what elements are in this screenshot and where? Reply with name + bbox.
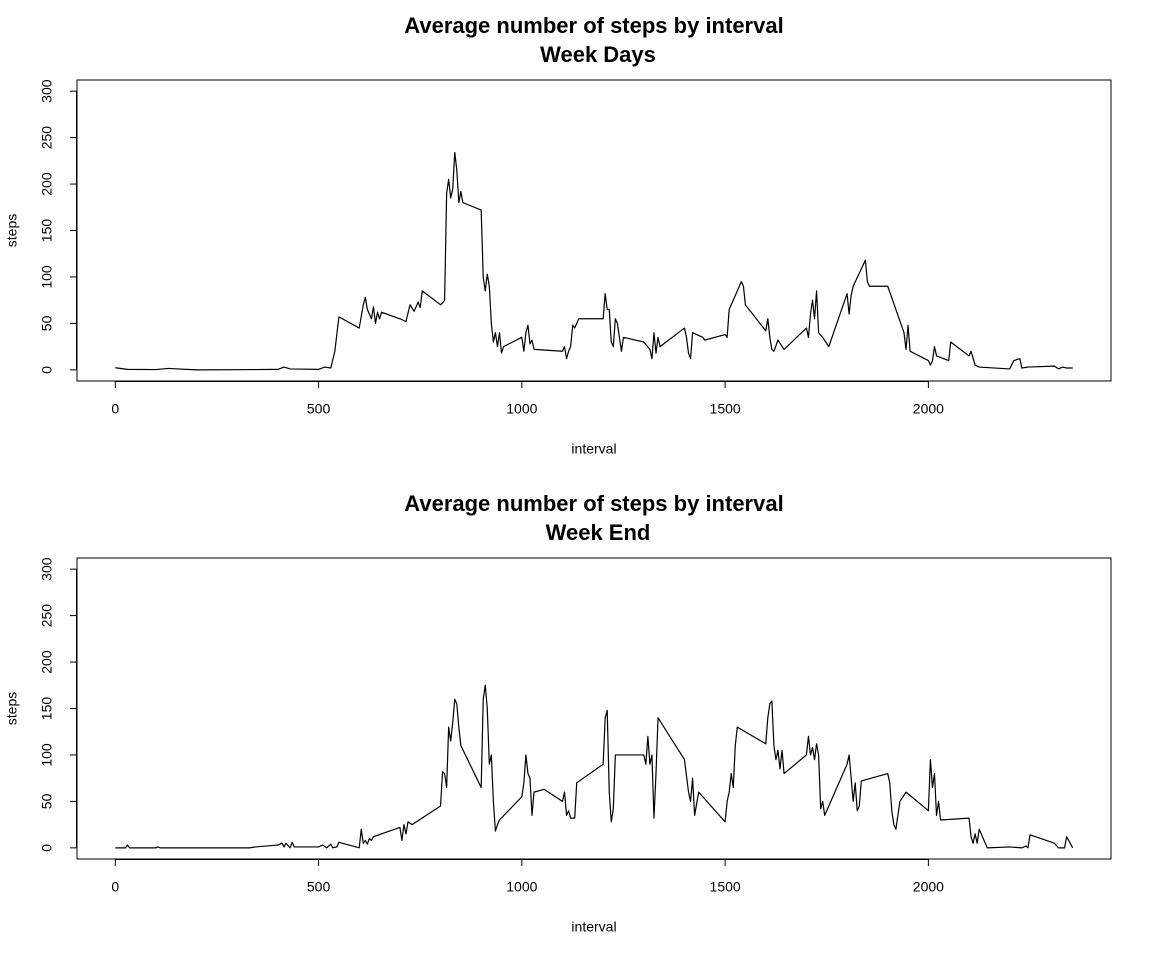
chart-title: Average number of steps by interval (404, 491, 783, 516)
y-tick-label: 100 (39, 265, 55, 289)
y-tick-label: 200 (39, 650, 55, 674)
chart-subtitle: Week Days (540, 42, 656, 67)
y-tick-label: 150 (39, 219, 55, 243)
x-tick-label: 1500 (710, 879, 741, 895)
y-tick-label: 150 (39, 697, 55, 721)
x-tick-label: 1000 (506, 879, 537, 895)
x-tick-label: 500 (307, 879, 331, 895)
y-tick-label: 50 (39, 315, 55, 331)
x-axis-label: interval (571, 919, 616, 935)
x-tick-label: 1000 (506, 401, 537, 417)
y-tick-label: 300 (39, 557, 55, 581)
plot-frame (76, 557, 1112, 860)
x-tick-label: 2000 (913, 401, 944, 417)
y-tick-label: 300 (39, 79, 55, 103)
plot-frame (76, 79, 1112, 382)
y-tick-label: 0 (39, 366, 55, 374)
x-tick-label: 0 (111, 879, 119, 895)
y-tick-label: 100 (39, 743, 55, 767)
x-tick-label: 2000 (913, 879, 944, 895)
y-tick-label: 200 (39, 172, 55, 196)
chart-subtitle: Week End (546, 520, 651, 545)
y-tick-label: 250 (39, 604, 55, 628)
y-tick-label: 250 (39, 126, 55, 150)
x-axis-label: interval (571, 441, 616, 457)
x-tick-label: 500 (307, 401, 331, 417)
data-line (115, 684, 1074, 849)
data-line (115, 151, 1073, 371)
x-tick-label: 1500 (710, 401, 741, 417)
x-tick-label: 0 (111, 401, 119, 417)
chart-title: Average number of steps by interval (404, 13, 783, 38)
y-axis-label: steps (4, 214, 20, 247)
y-tick-label: 50 (39, 793, 55, 809)
y-axis-label: steps (4, 692, 20, 725)
y-tick-label: 0 (39, 844, 55, 852)
